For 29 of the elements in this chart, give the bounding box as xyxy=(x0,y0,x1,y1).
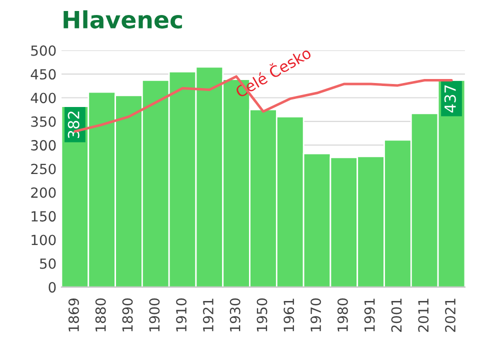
x-tick-label: 2021 xyxy=(445,298,456,332)
x-tick-label: 1900 xyxy=(149,298,160,332)
y-tick-label: 350 xyxy=(31,116,56,127)
x-tick-label: 1970 xyxy=(310,298,322,332)
y-tick-label: 50 xyxy=(40,258,56,269)
y-tick-label: 150 xyxy=(32,211,56,222)
x-tick-label: 1961 xyxy=(284,298,294,332)
y-tick-label: 0 xyxy=(48,282,56,293)
x-tick-label: 1880 xyxy=(95,298,106,332)
x-tick-label: 1930 xyxy=(230,298,240,332)
y-tick-label: 400 xyxy=(30,92,56,104)
x-tick-label: 1921 xyxy=(202,298,214,332)
x-tick-label: 1991 xyxy=(364,298,375,332)
y-tick-label: 200 xyxy=(31,187,56,198)
x-tick-label: 1910 xyxy=(176,298,187,332)
x-tick-label: 1890 xyxy=(122,298,133,332)
y-tick-label: 300 xyxy=(31,140,56,151)
x-tick-label: 1980 xyxy=(337,298,348,332)
y-tick-label: 500 xyxy=(31,45,56,56)
data-label: 382 xyxy=(68,112,80,138)
x-tick-label: 2001 xyxy=(391,298,402,332)
x-tick-label: 1950 xyxy=(256,298,268,332)
chart-title: Hlavenec xyxy=(64,10,182,29)
y-tick-label: 250 xyxy=(31,164,56,174)
x-tick-label: 2011 xyxy=(418,298,429,332)
x-tick-label: 1869 xyxy=(68,298,79,332)
data-label: 437 xyxy=(444,85,456,112)
y-tick-label: 450 xyxy=(30,69,56,80)
y-tick-label: 100 xyxy=(32,234,56,246)
